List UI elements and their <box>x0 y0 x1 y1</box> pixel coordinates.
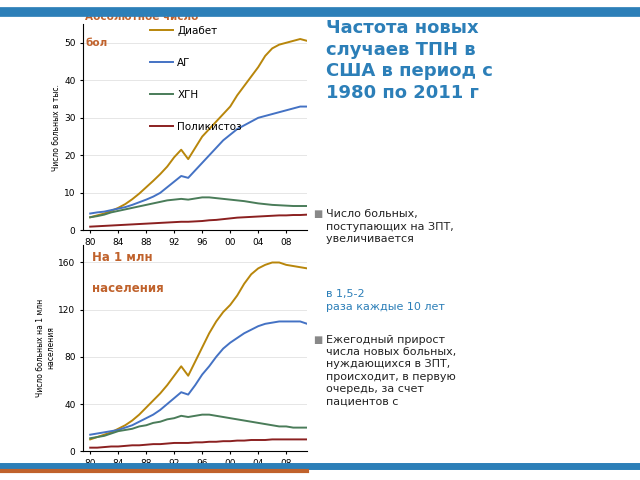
Text: в 1,5-2
раза каждые 10 лет: в 1,5-2 раза каждые 10 лет <box>326 289 445 312</box>
Text: населения: населения <box>92 282 164 295</box>
Text: На 1 млн: На 1 млн <box>92 251 153 264</box>
Y-axis label: Число больных в тыс.: Число больных в тыс. <box>52 84 61 170</box>
Text: ■: ■ <box>314 209 323 219</box>
Text: АГ: АГ <box>177 58 191 68</box>
Text: бол: бол <box>86 38 108 48</box>
Text: Ежегодный прирост
числа новых больных,
нуждающихся в ЗПТ,
происходит, в первую
о: Ежегодный прирост числа новых больных, н… <box>326 335 457 407</box>
Y-axis label: Число больных на 1 млн
населения: Число больных на 1 млн населения <box>36 299 56 397</box>
Text: ХГН: ХГН <box>177 90 198 100</box>
Text: Диабет: Диабет <box>177 26 218 36</box>
Text: Поликистоз: Поликистоз <box>177 122 242 132</box>
Text: Абсолютное число: Абсолютное число <box>86 12 199 22</box>
Text: Частота новых
случаев ТПН в
США в период с
1980 по 2011 г: Частота новых случаев ТПН в США в период… <box>326 19 493 102</box>
Text: Число больных,
поступающих на ЗПТ,
увеличивается: Число больных, поступающих на ЗПТ, увели… <box>326 209 454 244</box>
Text: ■: ■ <box>314 335 323 345</box>
